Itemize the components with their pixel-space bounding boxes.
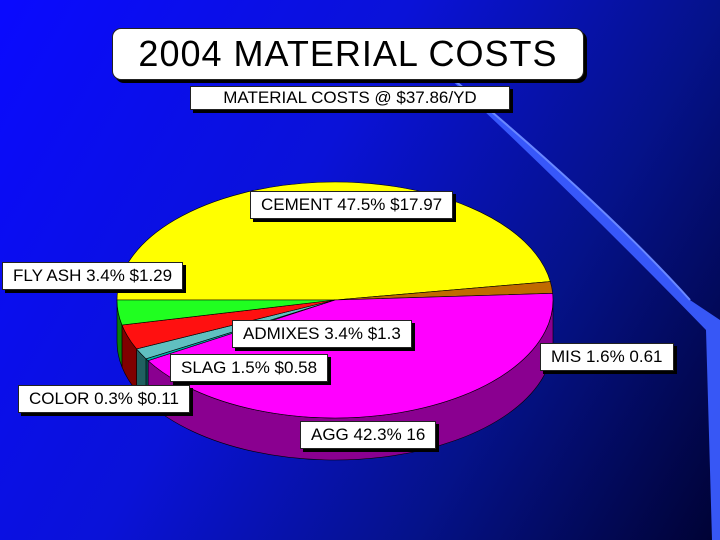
slide-subtitle: MATERIAL COSTS @ $37.86/YD <box>190 86 510 110</box>
label-agg: AGG 42.3% 16 <box>300 421 437 449</box>
slice-fly-ash <box>116 299 336 326</box>
label-color: COLOR 0.3% $0.11 <box>18 385 190 413</box>
label-slag: SLAG 1.5% $0.58 <box>170 354 329 382</box>
label-mis: MIS 1.6% 0.61 <box>540 343 674 371</box>
slice-agg <box>147 293 554 419</box>
label-cement: CEMENT 47.5% $17.97 <box>250 191 454 219</box>
slide-title: 2004 MATERIAL COSTS <box>112 28 584 80</box>
label-admixes: ADMIXES 3.4% $1.3 <box>232 320 412 348</box>
label-fly-ash: FLY ASH 3.4% $1.29 <box>2 262 184 290</box>
